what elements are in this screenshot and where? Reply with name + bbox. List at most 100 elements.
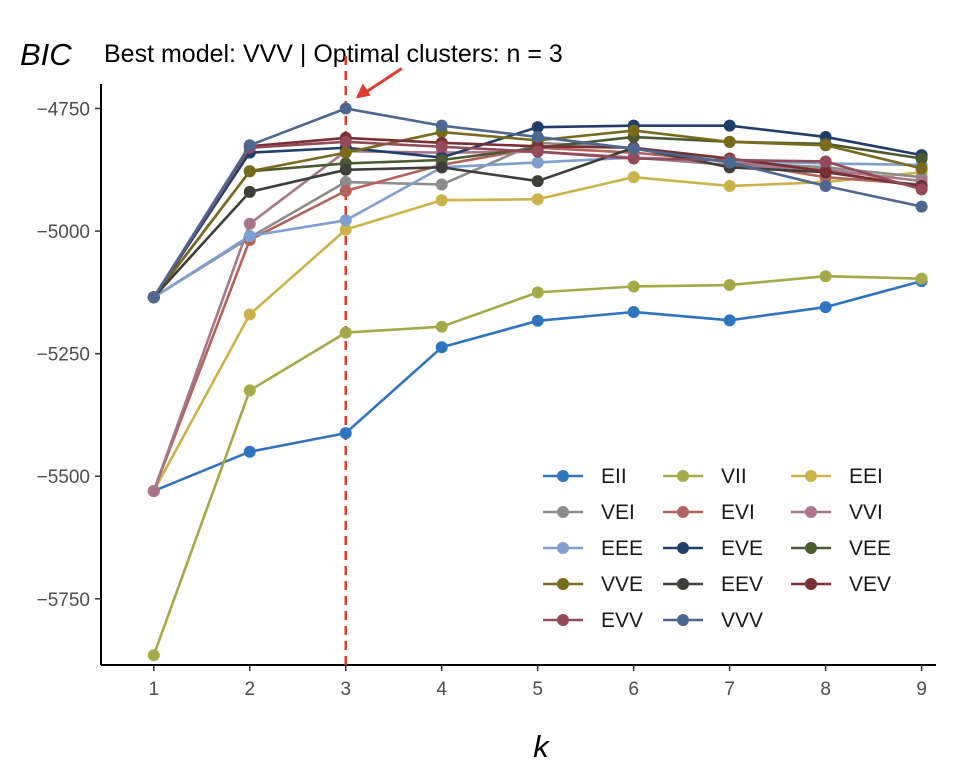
optimal-k-marker (344, 56, 403, 665)
data-point (243, 229, 256, 242)
y-tick-label: −5000 (37, 222, 90, 243)
data-point (723, 279, 736, 292)
legend-label: EVV (601, 609, 643, 632)
data-point (531, 286, 544, 299)
data-point (531, 156, 544, 169)
legend-label: VEV (849, 573, 891, 596)
y-tick-label: −5250 (37, 345, 90, 366)
data-point (243, 139, 256, 152)
legend-key-point (557, 506, 569, 518)
optimal-arrow-shaft (362, 67, 403, 95)
legend-item-vvi: VVI (791, 501, 883, 524)
data-point (531, 193, 544, 206)
data-point (339, 102, 352, 115)
data-point (243, 185, 256, 198)
legend-label: VEI (601, 501, 635, 524)
data-point (627, 124, 640, 137)
x-tick-label: 5 (532, 679, 543, 700)
data-point (819, 165, 832, 178)
x-tick-label: 4 (436, 679, 447, 700)
data-point (339, 214, 352, 227)
legend-key-point (805, 506, 817, 518)
data-point (915, 152, 928, 165)
data-point (243, 384, 256, 397)
data-point (531, 130, 544, 143)
series-eii (147, 275, 928, 497)
legend-item-vee: VEE (791, 537, 891, 560)
data-point (339, 176, 352, 189)
data-point (339, 223, 352, 236)
series-line-eii (153, 279, 922, 493)
legend-label: EEE (601, 537, 643, 560)
legend-key-point (677, 470, 689, 482)
x-tick-label: 6 (628, 679, 639, 700)
data-point (723, 119, 736, 132)
legend-key-point (805, 470, 817, 482)
y-tick-label: −4750 (37, 100, 90, 121)
y-tick-label: −5500 (37, 467, 90, 488)
data-point (627, 280, 640, 293)
legend-item-vii: VII (663, 465, 747, 488)
data-point (243, 165, 256, 178)
legend-item-vev: VEV (791, 573, 891, 596)
data-point (723, 135, 736, 148)
data-point (819, 301, 832, 314)
data-point (339, 427, 352, 440)
x-tick-label: 1 (148, 679, 159, 700)
legend-key-point (805, 542, 817, 554)
legend-item-eii: EII (543, 465, 627, 488)
data-point (915, 272, 928, 285)
axes: −4750 −5000 −5250 −5500 −5750 1 2 3 4 5 6 7 8 9 (37, 84, 936, 700)
x-tick-label: 3 (340, 679, 351, 700)
x-tick-label: 7 (724, 679, 735, 700)
data-point (339, 326, 352, 339)
y-tick-label: −5750 (37, 590, 90, 611)
legend-item-vve: VVE (543, 573, 643, 596)
data-point (723, 156, 736, 169)
data-point (339, 184, 352, 197)
legend-label: VEE (849, 537, 891, 560)
data-point (627, 305, 640, 318)
legend: EII VII EEI VEI EVI VVI EEE EVE VEE VVE EEV VEV EVV V… (543, 465, 891, 632)
data-point (819, 139, 832, 152)
data-point (435, 119, 448, 132)
data-point (435, 178, 448, 191)
data-point (723, 179, 736, 192)
legend-item-eee: EEE (543, 537, 643, 560)
data-point (531, 175, 544, 188)
data-point (819, 179, 832, 192)
series-line-eei (152, 170, 922, 492)
series-eei (147, 166, 928, 497)
legend-item-eev: EEV (663, 573, 763, 596)
data-point (531, 145, 544, 158)
legend-key-point (677, 578, 689, 590)
data-point (915, 183, 928, 196)
data-point (147, 291, 160, 304)
x-tick-label: 2 (244, 679, 255, 700)
legend-label: VVE (601, 573, 643, 596)
data-point (627, 142, 640, 155)
legend-item-eve: EVE (663, 537, 763, 560)
legend-item-eei: EEI (791, 465, 883, 488)
data-point (435, 320, 448, 333)
legend-item-vei: VEI (543, 501, 635, 524)
legend-label: EII (601, 465, 627, 488)
chart-title: Best model: VVV | Optimal clusters: n = … (104, 40, 563, 68)
x-tick-label: 8 (820, 679, 831, 700)
data-point (243, 308, 256, 321)
legend-item-vvv: VVV (663, 609, 763, 632)
legend-label: VVI (849, 501, 883, 524)
legend-key-point (805, 578, 817, 590)
data-point (339, 146, 352, 159)
series-vii (147, 270, 928, 662)
data-point (435, 341, 448, 354)
legend-item-evv: EVV (543, 609, 643, 632)
data-point (243, 217, 256, 230)
optimal-arrow-head (355, 83, 371, 99)
legend-label: VII (721, 465, 747, 488)
y-axis-label: BIC (20, 37, 72, 72)
data-point (435, 140, 448, 153)
data-point (435, 194, 448, 207)
legend-key-point (677, 506, 689, 518)
